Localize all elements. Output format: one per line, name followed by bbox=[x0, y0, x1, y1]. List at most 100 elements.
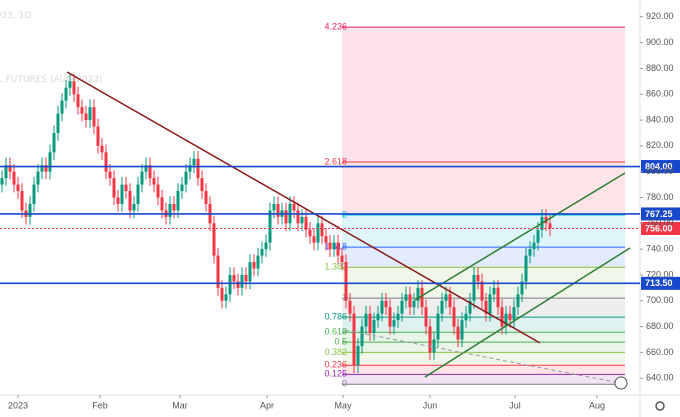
fib-label: 2.618 bbox=[324, 156, 347, 166]
candle-body bbox=[484, 300, 488, 314]
fib-label: 0.236 bbox=[324, 360, 347, 370]
candle-body bbox=[260, 249, 264, 256]
price-badge bbox=[641, 207, 680, 221]
candle-body bbox=[108, 171, 112, 179]
candle-body bbox=[372, 320, 376, 334]
candle-body bbox=[368, 313, 372, 334]
candle-body bbox=[468, 300, 472, 314]
candle-body bbox=[56, 113, 60, 133]
candle-body bbox=[536, 229, 540, 243]
channel-upper bbox=[414, 172, 626, 301]
candle-body bbox=[12, 171, 16, 185]
candle-body bbox=[132, 203, 136, 211]
candle-body bbox=[8, 165, 12, 172]
candle-body bbox=[92, 107, 96, 127]
x-tick-label: Jul bbox=[509, 400, 521, 410]
candle-body bbox=[144, 165, 148, 172]
candle-body bbox=[424, 307, 428, 327]
channel-lower bbox=[424, 247, 631, 378]
candle-body bbox=[196, 158, 200, 179]
x-tick-label: Jun bbox=[423, 400, 438, 410]
candle-body bbox=[496, 287, 500, 308]
candle-body bbox=[436, 313, 440, 340]
candle-body bbox=[440, 300, 444, 314]
candle-body bbox=[36, 171, 40, 185]
price-badge-label: 756.00 bbox=[645, 223, 673, 233]
candle-body bbox=[96, 126, 100, 146]
price-badge-label: 713.50 bbox=[645, 278, 673, 288]
candle-body bbox=[364, 313, 368, 327]
candle-body bbox=[200, 178, 204, 192]
y-tick-label: 680.00 bbox=[646, 321, 674, 331]
price-badge bbox=[641, 160, 680, 174]
candle-body bbox=[312, 236, 316, 243]
y-tick-label: 800.00 bbox=[646, 166, 674, 176]
candle-body bbox=[500, 307, 504, 327]
candle-body bbox=[64, 87, 68, 101]
candle-body bbox=[248, 262, 252, 282]
watermark-subtitle: OIL FUTURES (AUG 2023) bbox=[0, 75, 102, 85]
candle-body bbox=[316, 223, 320, 243]
candle-body bbox=[384, 300, 388, 308]
candle-body bbox=[40, 165, 44, 172]
fib-band bbox=[342, 298, 625, 318]
candle-body bbox=[48, 152, 52, 172]
candle-body bbox=[460, 320, 464, 340]
y-tick-label: 720.00 bbox=[646, 269, 674, 279]
candle-body bbox=[140, 171, 144, 185]
fib-label: 0 bbox=[342, 379, 347, 389]
candle-body bbox=[228, 274, 232, 295]
candle-body bbox=[528, 249, 532, 256]
price-badge bbox=[641, 221, 680, 235]
candle-body bbox=[88, 107, 92, 121]
x-tick-label: Aug bbox=[589, 400, 605, 410]
fib-band bbox=[342, 317, 625, 333]
candle-body bbox=[160, 197, 164, 211]
candle-body bbox=[340, 255, 344, 263]
fib-band bbox=[342, 27, 625, 163]
y-tick-label: 740.00 bbox=[646, 244, 674, 254]
candle-body bbox=[44, 165, 48, 172]
settings-icon[interactable] bbox=[655, 401, 665, 411]
candle-body bbox=[508, 313, 512, 321]
y-tick-label: 780.00 bbox=[646, 192, 674, 202]
candle-body bbox=[308, 229, 312, 237]
candle-body bbox=[16, 184, 20, 192]
candle-body bbox=[192, 158, 196, 166]
x-tick-label: Apr bbox=[260, 400, 274, 410]
candle-body bbox=[416, 287, 420, 301]
price-badge-label: 804.00 bbox=[645, 161, 673, 171]
candle-body bbox=[124, 184, 128, 192]
fib-label: 0.618 bbox=[324, 327, 347, 337]
candle-body bbox=[168, 203, 172, 217]
x-tick-label: 2023 bbox=[8, 400, 28, 410]
fib-zone: 4.2362.61821.6181.38210.7860.6180.50.382… bbox=[324, 21, 625, 389]
candle-body bbox=[328, 242, 332, 250]
candle-body bbox=[300, 216, 304, 224]
fib-label: 4.236 bbox=[324, 21, 347, 31]
fib-label: 0.125 bbox=[324, 369, 347, 379]
candle-body bbox=[188, 165, 192, 172]
candle-body bbox=[392, 320, 396, 327]
candle-body bbox=[4, 165, 8, 179]
watermark: 2023, 1D bbox=[0, 11, 31, 21]
price-badge-label: 767.25 bbox=[645, 209, 673, 219]
candle-body bbox=[112, 178, 116, 198]
clock-icon[interactable] bbox=[614, 376, 628, 390]
candle-body bbox=[152, 178, 156, 185]
candle-body bbox=[520, 281, 524, 295]
candle-body bbox=[488, 294, 492, 314]
candle-body bbox=[120, 184, 124, 204]
candle-body bbox=[352, 313, 356, 366]
candle-body bbox=[432, 339, 436, 353]
x-tick-label: Feb bbox=[92, 400, 108, 410]
y-tick-label: 900.00 bbox=[646, 37, 674, 47]
candle-body bbox=[388, 307, 392, 327]
candle-body bbox=[252, 262, 256, 269]
y-tick-label: 820.00 bbox=[646, 140, 674, 150]
candle-body bbox=[60, 100, 64, 114]
overlays: 804.00 767.25 713.50 756.00 bbox=[0, 160, 680, 290]
candle-body bbox=[156, 184, 160, 198]
candle-body bbox=[428, 326, 432, 353]
candle-body bbox=[376, 313, 380, 321]
